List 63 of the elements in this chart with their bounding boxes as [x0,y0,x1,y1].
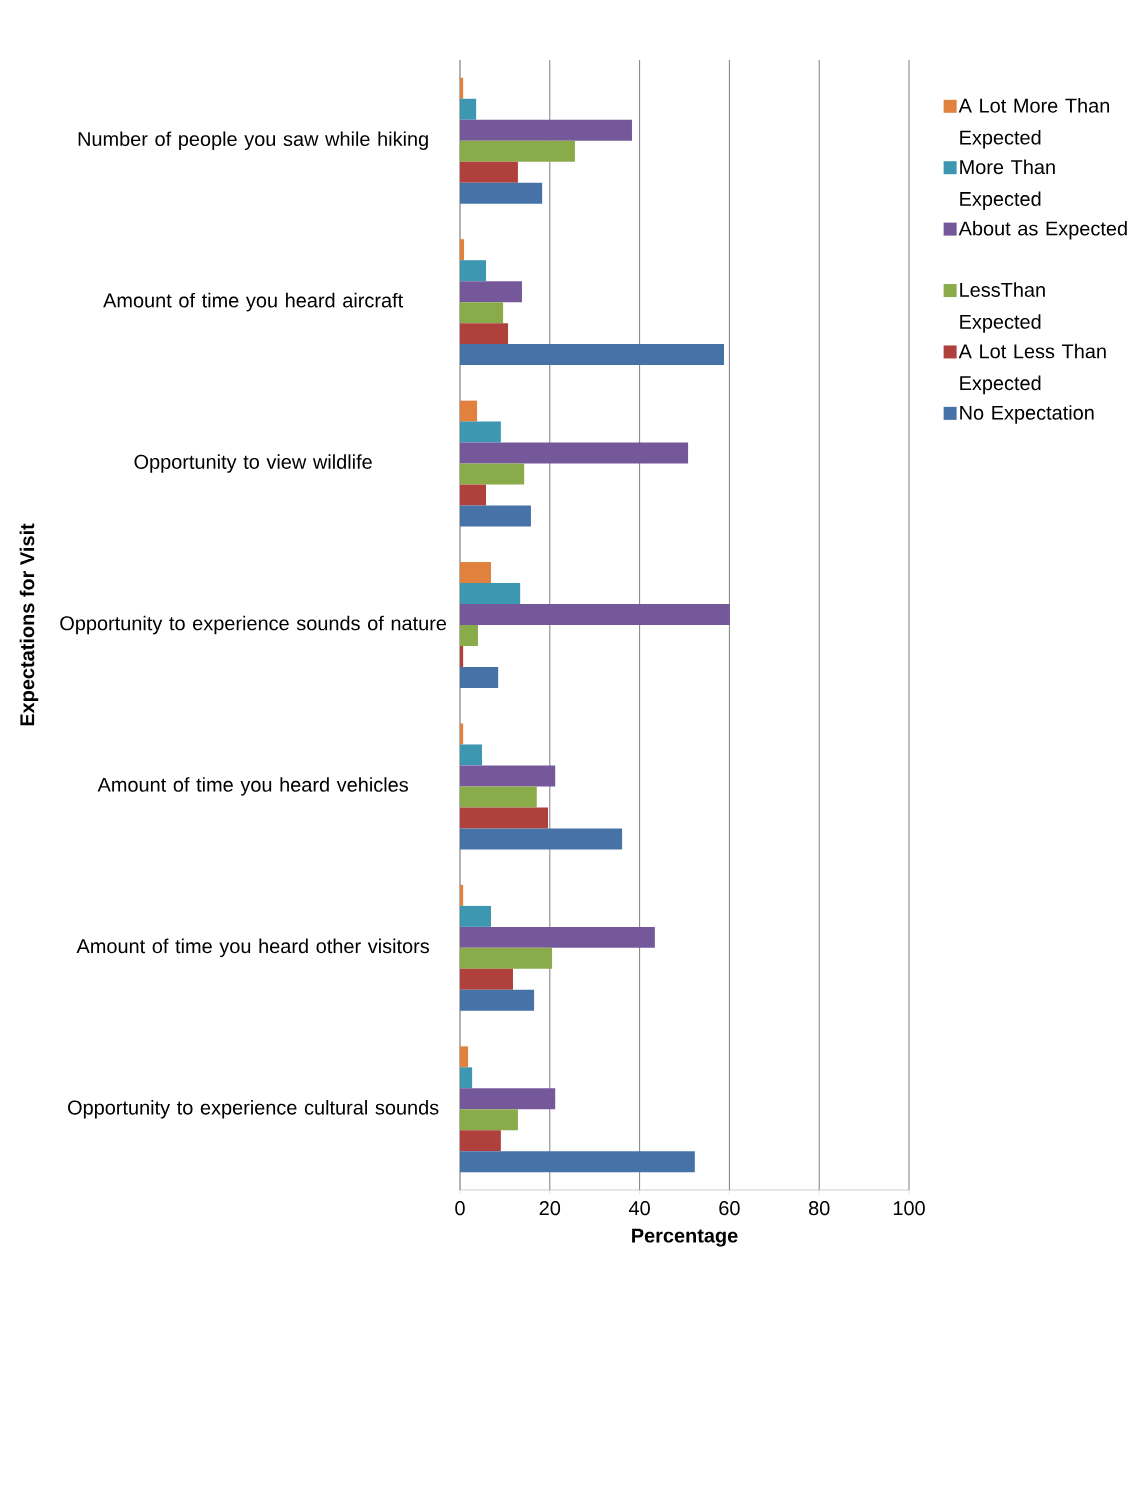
bar [460,666,499,688]
legend-label: More Than Expected [960,159,1055,210]
bar [460,161,518,183]
y-tick-label: Opportunity to view wildlife [134,454,372,473]
bar [460,1088,556,1110]
x-tick-label: 80 [808,1201,830,1216]
legend-label: No Expectation [960,405,1094,424]
bar [460,281,522,303]
bar [460,583,521,605]
bar [460,77,464,99]
bar [460,989,535,1011]
bar [460,344,725,366]
bar [460,884,464,906]
bar [460,442,689,464]
bar [460,807,548,829]
x-tick-label: 40 [628,1201,650,1216]
legend-label: About as Expected [958,220,1127,240]
bar [460,484,487,506]
y-tick-label: Amount of time you heard vehicles [97,777,408,796]
bar [460,1151,695,1173]
bar [460,905,491,927]
bar [460,604,730,626]
bar [460,562,491,584]
bar [460,505,531,527]
y-tick-label: Number of people you saw while hiking [78,131,428,151]
bar [460,463,525,485]
x-axis-title: Percentage [632,1228,738,1247]
x-tick-label: 20 [539,1201,561,1216]
bar [460,1130,501,1152]
legend-label: A Lot Less Than Expected [958,343,1106,395]
y-axis-title: Expectations for Visit [19,523,39,726]
bar [460,119,632,141]
bar [460,302,504,324]
bar [460,239,465,261]
y-tick-label: Opportunity to experience sounds of nature [60,615,447,635]
bar [460,1109,518,1131]
legend-label: LessThan Expected [960,282,1045,333]
bar [460,323,509,345]
bar [460,744,482,766]
bar [460,1046,469,1068]
bar [460,947,553,969]
bar [460,1067,473,1089]
bar [460,421,501,443]
bar [460,765,556,787]
x-tick-label: 100 [893,1201,925,1216]
bar [460,786,537,808]
bar [460,723,464,745]
legend-label: A Lot More Than Expected [958,98,1110,149]
bar [460,260,487,282]
bar [460,182,543,204]
x-tick-label: 0 [455,1201,465,1216]
bar [460,926,655,948]
bar [460,645,464,667]
bar [460,98,477,120]
x-tick-label: 60 [719,1201,740,1216]
bar [460,400,478,422]
bar [460,968,513,990]
bar [460,828,623,850]
bar [460,140,575,162]
bar [460,625,478,646]
y-tick-label: Opportunity to experience cultural sounds [68,1100,439,1119]
y-tick-label: Amount of time you heard other visitors [76,938,430,958]
y-tick-label: Amount of time you heard aircraft [103,292,404,312]
